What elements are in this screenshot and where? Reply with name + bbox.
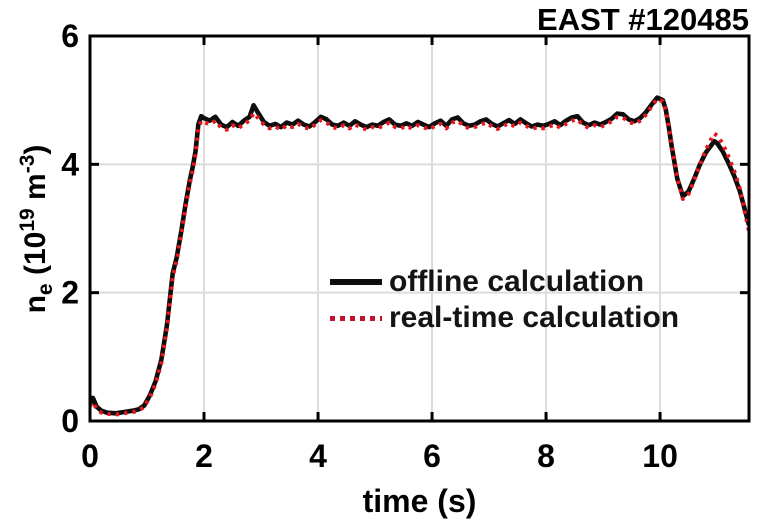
y-axis-label: ne (1019 m-3) [16, 144, 57, 314]
offline-series-line [90, 95, 749, 416]
x-tick-label: 10 [642, 438, 678, 474]
realtime-series-line [90, 96, 749, 417]
legend-label-realtime: real-time calculation [389, 301, 680, 334]
legend: offline calculation real-time calculatio… [330, 264, 679, 336]
x-axis-label: time (s) [362, 483, 477, 519]
plot-title: EAST #120485 [537, 2, 749, 37]
x-tick-label: 8 [537, 438, 555, 474]
offline-line-sample-icon [330, 279, 382, 285]
legend-item-offline: offline calculation [330, 264, 679, 300]
realtime-dotted-sample-icon [330, 315, 382, 321]
x-tick-label: 6 [423, 438, 441, 474]
y-tick-label: 6 [61, 18, 79, 54]
y-tick-label: 4 [61, 146, 79, 182]
legend-item-realtime: real-time calculation [330, 300, 679, 336]
x-tick-label: 4 [309, 438, 327, 474]
y-tick-label: 0 [61, 403, 79, 439]
x-tick-label: 2 [195, 438, 213, 474]
x-tick-label: 0 [81, 438, 99, 474]
axes-box [88, 34, 751, 423]
y-tick-label: 2 [61, 275, 79, 311]
legend-label-offline: offline calculation [389, 265, 645, 298]
